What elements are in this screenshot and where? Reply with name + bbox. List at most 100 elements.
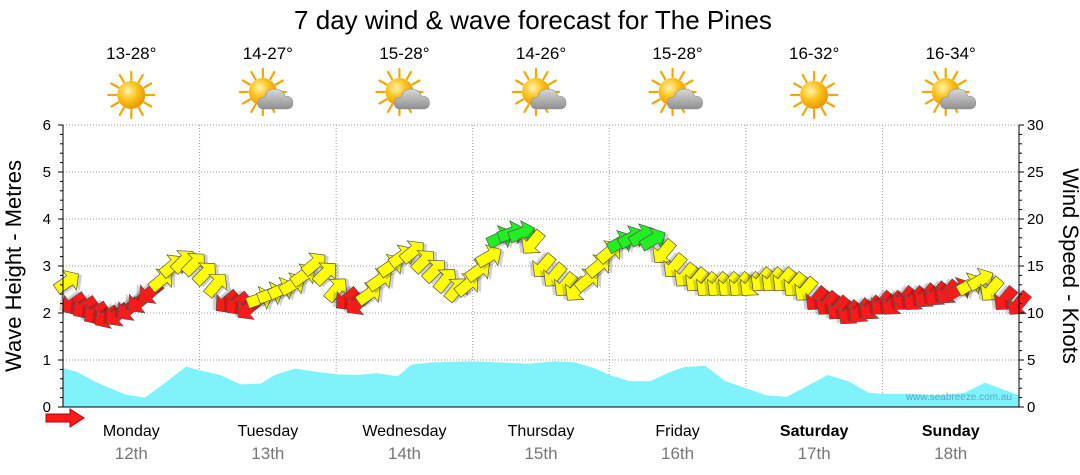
sun-ray (826, 101, 836, 108)
sun-ray (924, 98, 934, 105)
wind-arrow-body (311, 262, 337, 288)
sun-ray (250, 103, 257, 114)
wind-arrow (638, 227, 669, 253)
cloud-shape (257, 88, 294, 110)
sun-ray (386, 103, 394, 114)
wave-height-area (63, 361, 1019, 407)
sun-ray (514, 79, 525, 86)
wind-arrow (323, 278, 351, 304)
temperature-label: 16-32° (789, 44, 839, 63)
wind-arrow-body (652, 237, 677, 263)
sun-ray (957, 79, 967, 86)
right-tick-label: 15 (1027, 258, 1044, 275)
wind-arrow-body (52, 269, 79, 295)
day-name-label: Friday (655, 423, 699, 440)
sun-ray (241, 79, 251, 86)
day-date-label: 13th (251, 444, 284, 463)
day-name-label: Monday (103, 423, 160, 440)
sun-ray (547, 79, 558, 86)
left-tick-label: 2 (43, 305, 51, 322)
sun-ray (118, 106, 125, 117)
sun-ray (820, 73, 827, 84)
wind-arrow-body (1007, 289, 1033, 315)
sun-icon (107, 70, 156, 120)
day-labels: Monday 12th Tuesday 13th Wednesday 14th Thursd… (103, 423, 980, 463)
wind-arrow (420, 259, 449, 285)
right-tick-label: 30 (1027, 117, 1044, 134)
wind-arrow (202, 273, 231, 299)
left-tick-label: 4 (43, 211, 51, 228)
sun-ray (651, 79, 661, 86)
chart-title: 7 day wind & wave forecast for The Pines (294, 5, 772, 35)
sun-ray (659, 70, 667, 81)
sun-ray (411, 79, 421, 86)
wind-arrow-body (180, 253, 206, 278)
wind-arrow-body (474, 244, 502, 269)
day-name-label: Wednesday (362, 423, 446, 440)
sun-ray (241, 98, 251, 105)
wind-arrow (1004, 289, 1033, 315)
temperature-label: 15-28° (379, 44, 429, 63)
day-name-label: Saturday (780, 423, 849, 440)
left-tick-label: 3 (43, 258, 51, 275)
current-time-arrow (45, 408, 85, 428)
cloud-shape (530, 88, 567, 110)
right-axis-ticks: 0 5 10 15 20 25 30 (1019, 117, 1044, 416)
day-name-label: Sunday (922, 423, 980, 440)
temperature-label: 15-28° (652, 44, 702, 63)
wind-arrow-body (521, 228, 546, 254)
sun-ray (542, 70, 549, 81)
sun-ray (651, 98, 661, 105)
sun-ray (110, 101, 120, 108)
day-date-label: 17th (798, 444, 831, 463)
right-tick-label: 5 (1027, 352, 1035, 369)
wind-arrow-body (420, 259, 446, 285)
left-axis-ticks: 0 1 2 3 4 5 6 (43, 117, 63, 416)
temperature-label: 14-26° (516, 44, 566, 63)
sun-ray (659, 103, 667, 114)
wind-arrow (990, 284, 1019, 310)
wind-arrow (180, 253, 209, 278)
day-name-label: Tuesday (237, 423, 298, 440)
wind-arrow (311, 262, 340, 288)
sun-disc (800, 81, 829, 109)
temperature-label: 14-27° (243, 44, 293, 63)
right-tick-label: 10 (1027, 305, 1044, 322)
temperature-label: 16-34° (926, 44, 976, 63)
sun-ray (933, 103, 940, 114)
left-tick-label: 5 (43, 164, 51, 181)
sun-ray (678, 70, 686, 81)
sun-ray (801, 106, 808, 117)
sun-cloud-icon (648, 67, 703, 117)
day-name-label: Thursday (508, 423, 575, 440)
right-tick-label: 0 (1027, 399, 1035, 416)
sun-ray (143, 82, 153, 89)
wind-arrow-body (638, 227, 666, 252)
sun-icon (790, 70, 839, 120)
wind-arrow (191, 262, 220, 288)
wind-arrow (518, 228, 546, 254)
sun-cloud-icon (375, 67, 430, 117)
sun-ray (137, 73, 144, 84)
wind-arrow-body (432, 269, 457, 295)
sun-ray (514, 98, 525, 105)
left-tick-label: 1 (43, 352, 51, 369)
credit-label: www.seabreeze.com.au (905, 392, 1012, 403)
wind-arrow-body (202, 273, 228, 299)
wind-arrow (474, 244, 505, 270)
day-date-label: 16th (661, 444, 694, 463)
sun-ray (378, 79, 388, 86)
wind-arrows (52, 220, 1033, 329)
wind-arrow (432, 269, 461, 295)
sun-ray (523, 70, 530, 81)
wind-arrow (649, 237, 677, 263)
sun-ray (793, 82, 803, 89)
sun-ray (952, 70, 959, 81)
sun-ray (826, 82, 836, 89)
sun-cloud-icon (511, 67, 567, 117)
sun-ray (386, 70, 394, 81)
sun-ray (137, 106, 144, 117)
wind-arrow-body (409, 250, 435, 275)
cloud-shape (940, 88, 977, 110)
